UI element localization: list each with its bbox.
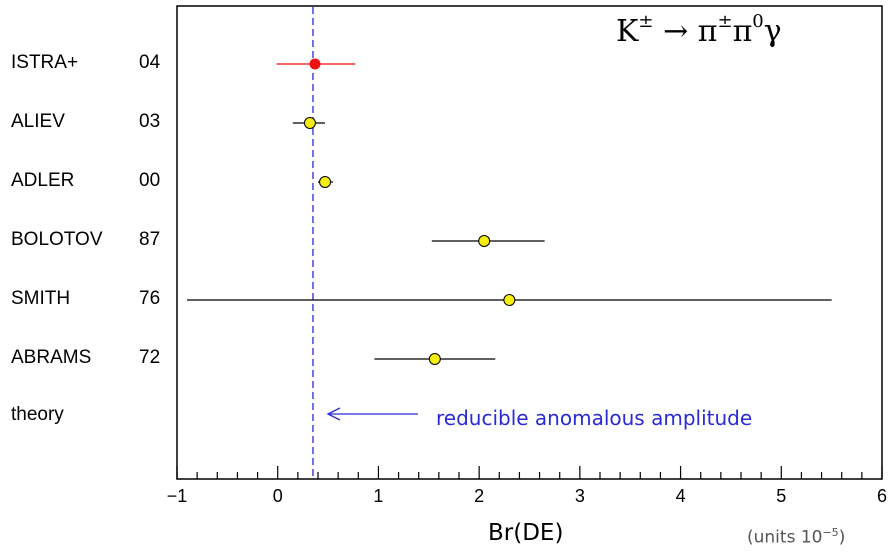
theory-arrow-head: [326, 407, 341, 421]
theory-arrow: [326, 407, 418, 421]
experiment-name: ALIEV: [11, 111, 65, 132]
reaction-arrow: →: [663, 14, 689, 49]
theory-note: reducible anomalous amplitude: [436, 406, 753, 430]
experiment-name: BOLOTOV: [11, 229, 103, 250]
pion-neutral: π: [732, 14, 753, 49]
pion-charged-sup: ±: [717, 11, 733, 32]
x-tick-label: 0: [273, 486, 283, 506]
x-tick-label: −1: [167, 486, 188, 506]
experiment-name: ISTRA+: [11, 52, 79, 73]
reaction-title: K± → π±π0γ: [616, 11, 782, 49]
error-bars: [187, 63, 832, 360]
experiment-year: 00: [139, 170, 161, 191]
x-tick-label: 2: [474, 486, 484, 506]
experiment-year: 76: [139, 288, 161, 309]
experiment-name: ABRAMS: [11, 347, 92, 368]
data-point: [428, 353, 441, 365]
x-tick-label: 4: [676, 486, 686, 506]
kaon-charge: ±: [638, 11, 654, 32]
pion-neutral-sup: 0: [752, 11, 764, 32]
experiment-year: 87: [139, 229, 161, 250]
data-points: [303, 58, 516, 365]
x-axis-ticks: [176, 466, 883, 479]
photon-symbol: γ: [763, 14, 782, 49]
x-axis-tick-labels: −1 0 1 2 3 4 5 6: [167, 486, 887, 506]
experiment-name: ADLER: [11, 170, 75, 191]
data-point: [309, 58, 321, 70]
units-text: (units 10: [747, 527, 823, 548]
data-point: [303, 117, 316, 129]
pion-charged: π: [697, 14, 718, 49]
x-axis-units: (units 10−5): [747, 526, 845, 548]
units-close: ): [838, 527, 846, 548]
units-exponent: −5: [822, 526, 839, 539]
data-point: [503, 294, 516, 306]
theory-label: theory: [11, 404, 64, 425]
x-tick-label: 1: [373, 486, 383, 506]
x-tick-label: 6: [877, 486, 887, 506]
plot-frame: [176, 5, 883, 480]
experiment-year: 03: [139, 111, 161, 132]
kaon-symbol: K: [616, 14, 639, 49]
experiment-year: 72: [139, 347, 161, 368]
data-point: [319, 176, 332, 188]
data-point: [478, 235, 491, 247]
x-tick-label: 3: [575, 486, 585, 506]
x-tick-label: 5: [776, 486, 786, 506]
x-axis-label: Br(DE): [488, 520, 564, 546]
experiment-name: SMITH: [11, 288, 71, 309]
experiment-year: 04: [139, 52, 161, 73]
